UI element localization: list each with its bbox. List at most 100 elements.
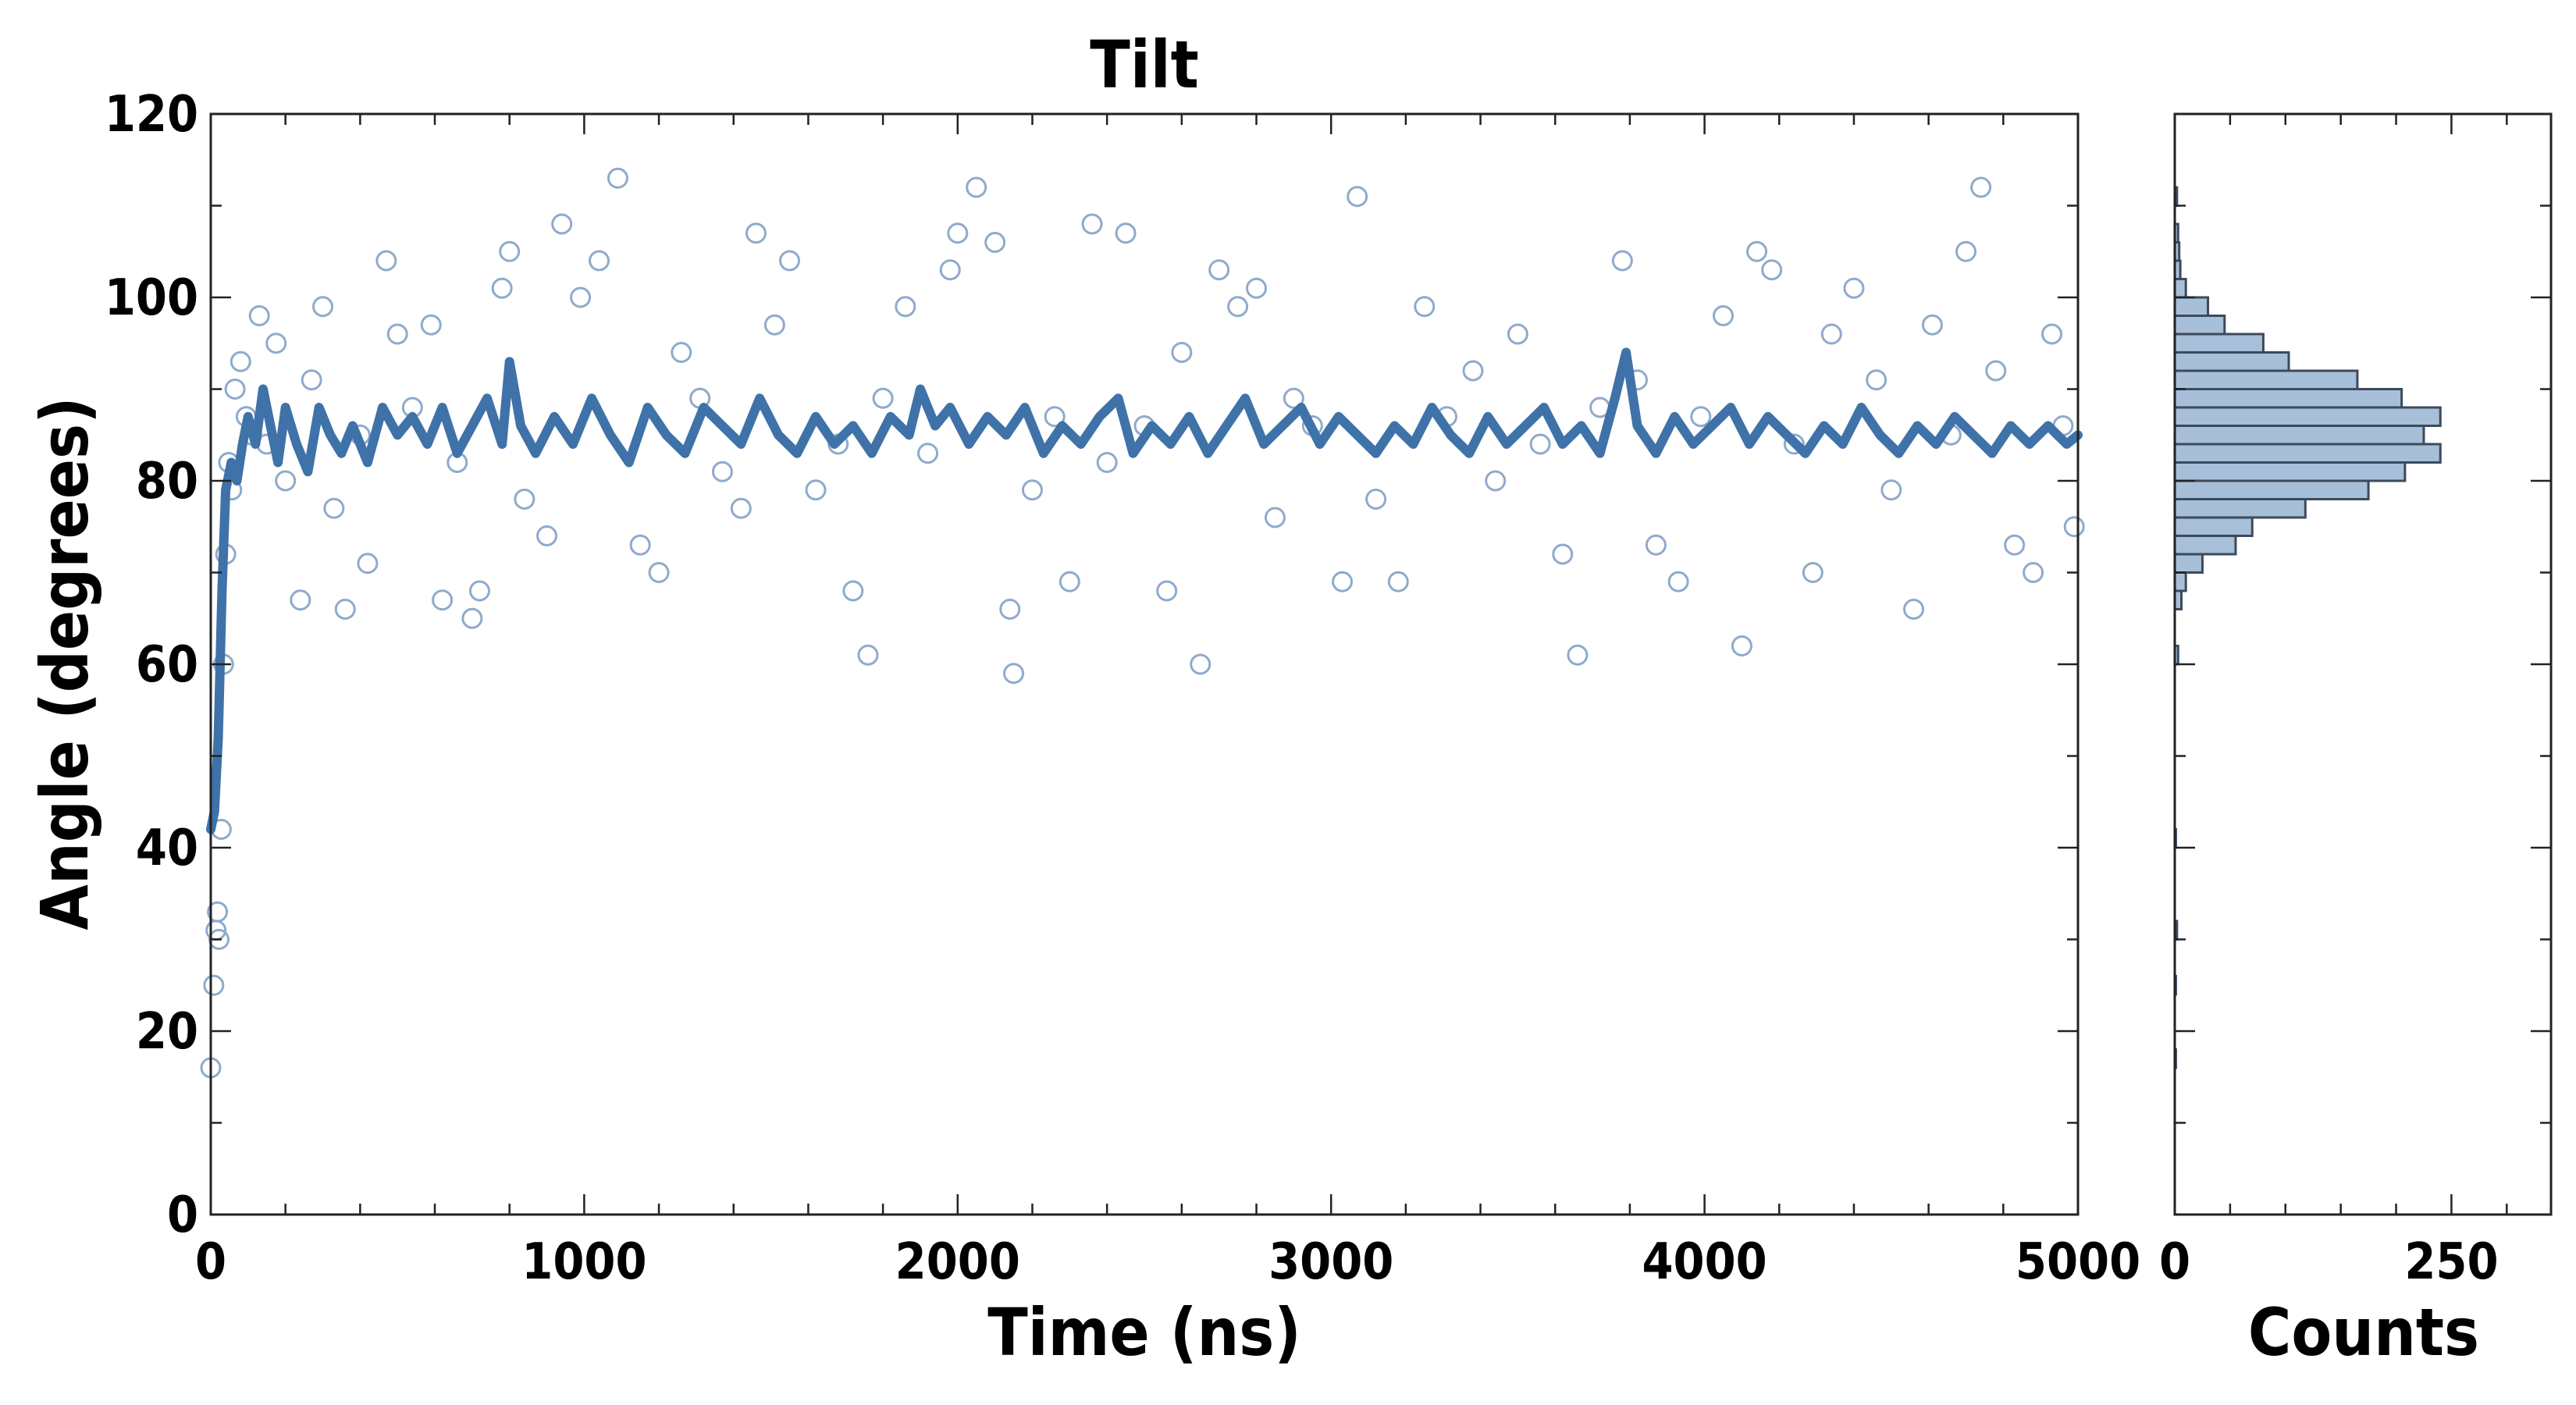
scatter-point (1171, 342, 1193, 363)
x-tick-label: 1000 (521, 1233, 646, 1291)
chart-title: Tilt (1090, 27, 1198, 103)
scatter-point (491, 277, 513, 299)
histogram-frame (2173, 112, 2553, 1216)
scatter-point (570, 286, 592, 308)
histogram-bar (2173, 498, 2307, 519)
scatter-point (1552, 543, 1574, 565)
scatter-point (966, 176, 987, 198)
y-tick-label: 100 (105, 269, 198, 327)
histogram-bar (2173, 535, 2237, 556)
scatter-point (224, 379, 246, 400)
scatter-point (1227, 296, 1249, 318)
scatter-point (779, 250, 801, 272)
scatter-point (805, 479, 827, 501)
scatter-point (939, 259, 961, 281)
scatter-point (1903, 599, 1925, 620)
scatter-point (589, 250, 610, 272)
scatter-point (536, 525, 558, 546)
scatter-point (1611, 250, 1633, 272)
scatter-point (514, 489, 535, 510)
scatter-point (1208, 259, 1230, 281)
x-tick-label: 5000 (2016, 1233, 2140, 1291)
histogram-bar (2173, 296, 2210, 317)
histogram-bar (2173, 388, 2403, 409)
scatter-point (1044, 406, 1066, 428)
histogram-x-tick-label: 250 (2404, 1233, 2498, 1291)
scatter-point (648, 562, 670, 583)
scatter-point (607, 167, 628, 189)
histogram-bar (2173, 553, 2204, 574)
scatter-point (468, 580, 490, 602)
scatter-point (1190, 653, 1212, 675)
y-tick-label: 120 (105, 86, 198, 144)
scatter-point (1567, 644, 1589, 666)
scatter-point (386, 323, 408, 345)
histogram-bar (2173, 425, 2425, 446)
y-tick-label: 20 (136, 1003, 198, 1061)
scatter-point (203, 974, 225, 996)
scatter-point (265, 333, 287, 354)
scatter-point (745, 222, 767, 244)
scatter-point (895, 296, 916, 318)
scatter-point (763, 314, 785, 336)
scatter-point (1802, 562, 1823, 583)
histogram-bar (2173, 479, 2370, 500)
histogram-bar (2173, 351, 2290, 372)
scatter-point (1645, 534, 1667, 556)
scatter-point (1387, 571, 1409, 592)
scatter-point (984, 232, 1006, 253)
y-axis-title: Angle (degrees) (27, 397, 103, 930)
scatter-point (301, 369, 322, 391)
scatter-point (629, 534, 651, 556)
scatter-point (1414, 296, 1436, 318)
scatter-point (1866, 369, 1888, 391)
scatter-point (1081, 213, 1103, 235)
scatter-point (248, 305, 270, 326)
scatter-point (1021, 479, 1043, 501)
scatter-point (1667, 571, 1689, 592)
scatter-point (420, 314, 442, 336)
scatter-point (842, 580, 864, 602)
scatter-point (1820, 323, 1842, 345)
scatter-point (2063, 516, 2085, 538)
scatter-point (1713, 305, 1735, 326)
scatter-point (1347, 186, 1368, 208)
histogram-bar (2173, 571, 2187, 592)
scatter-point (947, 222, 969, 244)
y-tick-label: 0 (167, 1186, 198, 1244)
scatter-plot-frame (209, 112, 2080, 1216)
histogram-plot-area: 0 250 (2159, 112, 2553, 1291)
scatter-point (1843, 277, 1865, 299)
histogram-bar (2173, 315, 2226, 336)
scatter-point (857, 644, 879, 666)
y-tick-label: 80 (136, 453, 198, 510)
scatter-point (1283, 387, 1304, 409)
scatter-point (432, 589, 454, 611)
histogram-x-axis-title: Counts (2248, 1294, 2479, 1371)
scatter-point (1246, 277, 1268, 299)
x-axis-title: Time (ns) (987, 1294, 1301, 1371)
scatter-point (461, 607, 483, 629)
scatter-point (275, 470, 297, 492)
scatter-point (375, 250, 397, 272)
smoothed-line (206, 347, 2083, 834)
scatter-point (334, 599, 356, 620)
histogram-bar (2173, 369, 2359, 390)
scatter-point (229, 350, 251, 372)
histogram-bar (2173, 406, 2442, 427)
scatter-point (1970, 176, 1992, 198)
scatter-point (357, 553, 379, 574)
histogram-bar (2173, 333, 2265, 354)
scatter-point (1690, 406, 1712, 428)
scatter-point (2023, 562, 2044, 583)
scatter-point (1264, 507, 1286, 528)
scatter-point (1462, 360, 1484, 382)
scatter-point (1003, 663, 1025, 685)
histogram-bar (2173, 443, 2442, 464)
scatter-point (1746, 240, 1768, 262)
scatter-point (1096, 452, 1118, 473)
scatter-point (1731, 635, 1752, 656)
scatter-point (1485, 470, 1507, 492)
x-tick-label: 4000 (1642, 1233, 1767, 1291)
